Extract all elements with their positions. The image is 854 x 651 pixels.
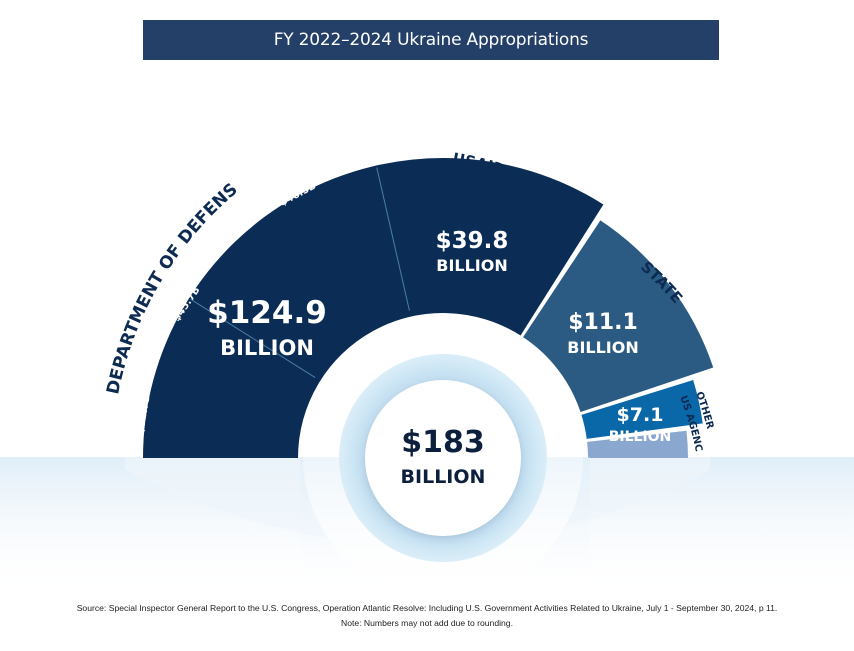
state-unit: BILLION: [567, 338, 638, 357]
source-note: Source: Special Inspector General Report…: [76, 603, 778, 613]
dod-divider-line: [190, 298, 316, 379]
slice-department-of-defense: [143, 157, 604, 458]
dod-unit: BILLION: [220, 336, 314, 360]
usai-name: USAI: [120, 403, 134, 428]
total-circle: [365, 380, 521, 536]
total-amount: $183: [401, 425, 485, 460]
useucom-name-path: USEUCOM/EDI: [0, 70, 305, 214]
rounding-note: Note: Numbers may not add due to roundin…: [341, 618, 513, 628]
state-amount: $11.1: [568, 310, 638, 335]
usaid-amount: $39.8: [436, 228, 509, 254]
title-bar: FY 2022–2024 Ukraine Appropriations: [143, 20, 719, 60]
dod-divider-line: [376, 167, 410, 311]
dod-amount: $124.9: [207, 295, 327, 331]
appropriations-chart: $183 BILLION $124.9 BILLION $39.8 BILLIO…: [0, 70, 854, 600]
chart-title: FY 2022–2024 Ukraine Appropriations: [273, 30, 589, 50]
usai-name-text: USAI: [120, 403, 134, 428]
usaid-unit: BILLION: [436, 256, 507, 275]
useucom-name: USEUCOM/EDI: [0, 70, 305, 214]
other-unit: BILLION: [609, 429, 672, 445]
slice-usaid: [523, 220, 714, 412]
total-unit: BILLION: [401, 466, 486, 488]
slice-other-us-agencies: [587, 430, 688, 458]
slice-state: [581, 380, 703, 439]
other-amount: $7.1: [617, 404, 664, 426]
